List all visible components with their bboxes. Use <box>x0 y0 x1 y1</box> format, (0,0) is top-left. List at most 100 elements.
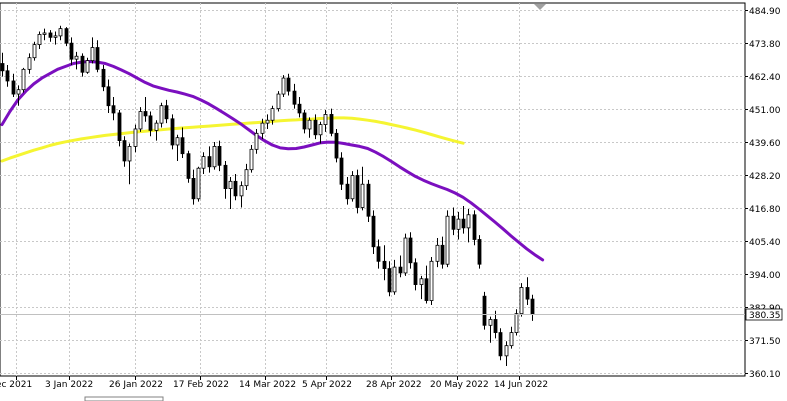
y-tick-label: 394.00 <box>749 271 781 281</box>
candle <box>318 121 323 144</box>
candle-body <box>148 115 153 131</box>
candle <box>424 265 429 304</box>
candle <box>32 41 37 61</box>
candle-body <box>403 237 408 274</box>
candle <box>175 134 180 161</box>
candle-body <box>461 218 466 229</box>
candle <box>127 143 132 185</box>
candle-body <box>498 332 503 357</box>
candle-body <box>419 278 424 285</box>
y-tick-label: 360.10 <box>749 370 781 380</box>
x-tick-label: 5 Apr 2022 <box>302 380 352 390</box>
candle-body <box>424 278 429 301</box>
candle-body <box>329 114 334 134</box>
candle <box>392 259 397 295</box>
candle <box>74 51 79 70</box>
candle-body <box>408 237 413 264</box>
candle-body <box>101 68 106 88</box>
candle <box>207 146 212 173</box>
candle-body <box>429 260 434 301</box>
candle <box>477 235 482 269</box>
y-tick-label: 371.50 <box>749 337 781 347</box>
candle <box>345 176 350 205</box>
x-tick-label: 17 Feb 2022 <box>173 380 229 390</box>
candle-body <box>117 112 122 141</box>
candle-body <box>21 68 26 91</box>
x-tick-label: 20 May 2022 <box>430 380 489 390</box>
candle <box>48 30 53 42</box>
candle <box>376 239 381 269</box>
candle-body <box>254 132 259 150</box>
candle <box>461 206 466 234</box>
candle-body <box>297 103 302 114</box>
candle-body <box>276 93 281 110</box>
candle <box>350 171 355 202</box>
candle <box>329 108 334 137</box>
y-tick-label: 451.00 <box>749 106 781 116</box>
candle <box>21 67 26 93</box>
candle <box>42 28 47 41</box>
candle-body <box>58 28 63 37</box>
candle <box>180 127 185 159</box>
candle-body <box>260 122 265 134</box>
candle <box>64 27 69 47</box>
candle <box>191 169 196 205</box>
candle-body <box>53 35 58 38</box>
candle <box>323 110 328 132</box>
candle-body <box>95 47 100 70</box>
candle <box>196 166 201 202</box>
candle <box>249 144 254 173</box>
candle-body <box>111 105 116 114</box>
x-axis: Dec 2021 3 Jan 2022 26 Jan 2022 17 Feb 2022… <box>0 376 548 390</box>
candle-body <box>42 32 47 35</box>
candle-body <box>530 298 535 315</box>
candle-body <box>90 47 95 62</box>
candle <box>307 117 312 138</box>
candle-body <box>350 175 355 200</box>
candle-body <box>339 157 344 185</box>
candle-body <box>11 80 16 95</box>
candle <box>297 96 302 118</box>
scroll-tab[interactable] <box>84 396 164 401</box>
candle-body <box>48 32 53 38</box>
candle-body <box>85 60 90 73</box>
candle-body <box>212 146 217 168</box>
candle-body <box>217 146 222 166</box>
candle <box>95 40 100 73</box>
candles-series <box>0 25 535 367</box>
shift-marker-icon <box>534 4 546 10</box>
candle <box>117 110 122 147</box>
candle <box>201 152 206 175</box>
candle-body <box>514 313 519 333</box>
candle-body <box>360 183 365 208</box>
candle-body <box>64 28 69 44</box>
candle-body <box>387 268 392 293</box>
candle-body <box>323 114 328 126</box>
candle <box>482 291 487 330</box>
candle <box>133 124 138 153</box>
candle <box>154 120 159 141</box>
candle-body <box>482 295 487 326</box>
candle-body <box>392 266 397 293</box>
candle-body <box>5 70 10 82</box>
candle <box>382 245 387 281</box>
y-tick-label: 428.20 <box>749 172 781 182</box>
candle-body <box>413 262 418 285</box>
candle-body <box>186 153 191 179</box>
candle-body <box>345 183 350 200</box>
candle <box>286 73 291 96</box>
candle <box>419 275 424 300</box>
candle-body <box>74 55 79 60</box>
x-tick-label: 14 Jun 2022 <box>494 380 548 390</box>
candle-body <box>37 34 42 46</box>
candle-body <box>164 105 169 120</box>
candle-body <box>175 137 180 146</box>
candle <box>488 316 493 343</box>
candle-body <box>228 180 233 189</box>
candle <box>170 114 175 150</box>
candle <box>292 83 297 109</box>
candle-body <box>445 215 450 265</box>
candle-body <box>466 214 471 229</box>
candle <box>334 128 339 163</box>
candle-body <box>435 244 440 262</box>
